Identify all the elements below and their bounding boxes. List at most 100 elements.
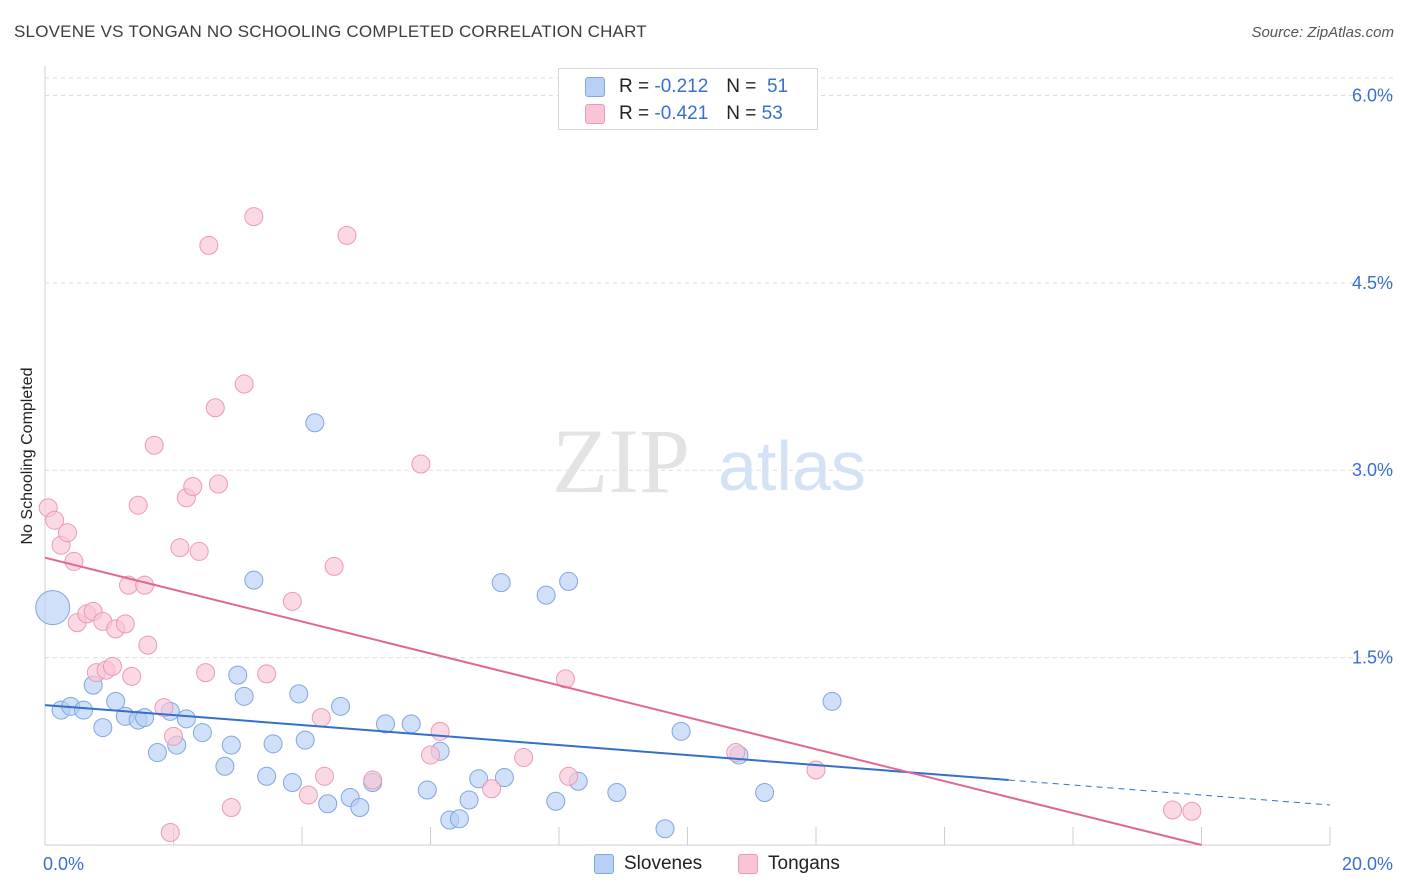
legend-item-tongans: Tongans — [738, 851, 840, 877]
slovene-point — [607, 783, 627, 803]
tick-labels: 1.5% 3.0% 4.5% 6.0% 0.0% 20.0% — [43, 85, 1393, 874]
tongan-point — [421, 745, 440, 765]
tongan-point — [205, 398, 225, 418]
legend-r-value: -0.421 — [654, 103, 709, 124]
slovene-point — [350, 798, 370, 818]
tongan-point — [115, 614, 135, 634]
tongan-point — [430, 721, 450, 741]
slovene-point — [35, 590, 71, 626]
data-points — [35, 207, 1202, 843]
slovene-swatch — [585, 77, 605, 97]
tongan-point — [199, 235, 219, 255]
slovene-point — [135, 708, 155, 728]
tongan-point — [221, 798, 241, 818]
slovene-point — [671, 721, 691, 741]
tongan-point — [122, 666, 142, 686]
tongan-point — [196, 663, 216, 683]
tongan-point — [45, 510, 65, 530]
tongan-point — [411, 454, 431, 474]
slovene-point — [244, 570, 264, 590]
x-tick-label: 0.0% — [43, 854, 84, 874]
slovene-point — [401, 714, 421, 734]
axes — [44, 66, 1331, 846]
tongan-point — [102, 656, 122, 676]
legend-r-label: R = — [619, 76, 650, 97]
legend-label-tongans: Tongans — [768, 853, 840, 874]
tongan-point — [244, 207, 264, 227]
tongan-point — [1182, 801, 1202, 821]
gridlines — [45, 77, 1394, 659]
slovene-point — [289, 684, 309, 704]
slovene-point — [491, 573, 511, 593]
tongan-point — [164, 726, 183, 746]
slovene-trend-extension — [1008, 779, 1331, 806]
tongan-point — [363, 770, 383, 790]
slovene-point — [74, 700, 94, 720]
slovene-point — [494, 768, 514, 788]
watermark-zip: ZIP — [552, 410, 690, 512]
legend-n-label: N = — [726, 76, 757, 97]
tongan-point — [726, 743, 746, 763]
legend-item-slovenes: Slovenes — [594, 851, 702, 877]
tongan-trend-line — [44, 556, 1202, 846]
x-tick-label: 20.0% — [1342, 854, 1393, 874]
tongan-point — [314, 766, 334, 786]
tongan-point — [57, 523, 77, 543]
tongan-point — [324, 556, 344, 576]
slovene-point — [257, 766, 277, 786]
tongan-point — [183, 476, 203, 496]
slovene-point — [417, 780, 437, 800]
slovene-point — [536, 585, 556, 605]
legend-n-value: 53 — [761, 103, 783, 124]
legend-r-label: R = — [619, 103, 650, 124]
tongan-point — [234, 374, 254, 394]
slovene-point — [176, 709, 196, 729]
legend-row-slovenes: R = -0.212 N = 51 — [585, 74, 788, 100]
tongan-point — [170, 538, 190, 558]
y-tick-label: 4.5% — [1352, 273, 1393, 293]
y-tick-label: 1.5% — [1352, 648, 1393, 668]
slovene-point — [449, 809, 469, 829]
tongan-point — [138, 635, 158, 655]
slovene-point — [459, 790, 479, 810]
legend-row-tongans: R = -0.421 N = 53 — [585, 101, 783, 127]
slovene-point — [331, 696, 351, 716]
trend-lines — [44, 556, 1331, 846]
legend-n-label: N = — [726, 103, 757, 124]
tongan-point — [282, 591, 302, 611]
chart-title: SLOVENE VS TONGAN NO SCHOOLING COMPLETED… — [14, 22, 647, 41]
slovene-point — [755, 783, 775, 803]
slovene-point — [263, 734, 283, 754]
slovene-swatch — [594, 854, 614, 874]
correlation-legend: R = -0.212 N = 51 R = -0.421 N = 53 — [558, 68, 818, 130]
slovene-trend-line — [44, 704, 1009, 782]
slovene-point — [559, 571, 579, 591]
slovene-point — [469, 769, 489, 789]
tongan-point — [257, 664, 277, 684]
slovene-point — [318, 794, 338, 814]
tongan-point — [482, 779, 502, 799]
tongan-point — [64, 551, 84, 571]
legend-n-value: 51 — [766, 76, 789, 97]
slovene-point — [655, 819, 675, 839]
tongan-point — [128, 495, 148, 515]
tongan-point — [154, 698, 174, 718]
y-tick-label: 6.0% — [1352, 85, 1393, 105]
slovene-point — [295, 730, 315, 750]
legend-label-slovenes: Slovenes — [624, 853, 703, 874]
tongan-point — [1163, 800, 1183, 820]
tongan-point — [311, 708, 331, 728]
legend-r-value: -0.212 — [654, 76, 709, 97]
tongan-point — [337, 225, 357, 245]
watermark-atlas: atlas — [718, 427, 866, 505]
slovene-point — [147, 743, 167, 763]
tongan-swatch — [738, 854, 758, 874]
slovene-point — [215, 756, 235, 776]
slovene-point — [546, 791, 566, 811]
slovene-point — [93, 718, 113, 738]
tongan-point — [208, 474, 228, 494]
tongan-point — [160, 823, 180, 843]
tongan-point — [144, 435, 164, 455]
tongan-point — [298, 785, 318, 805]
